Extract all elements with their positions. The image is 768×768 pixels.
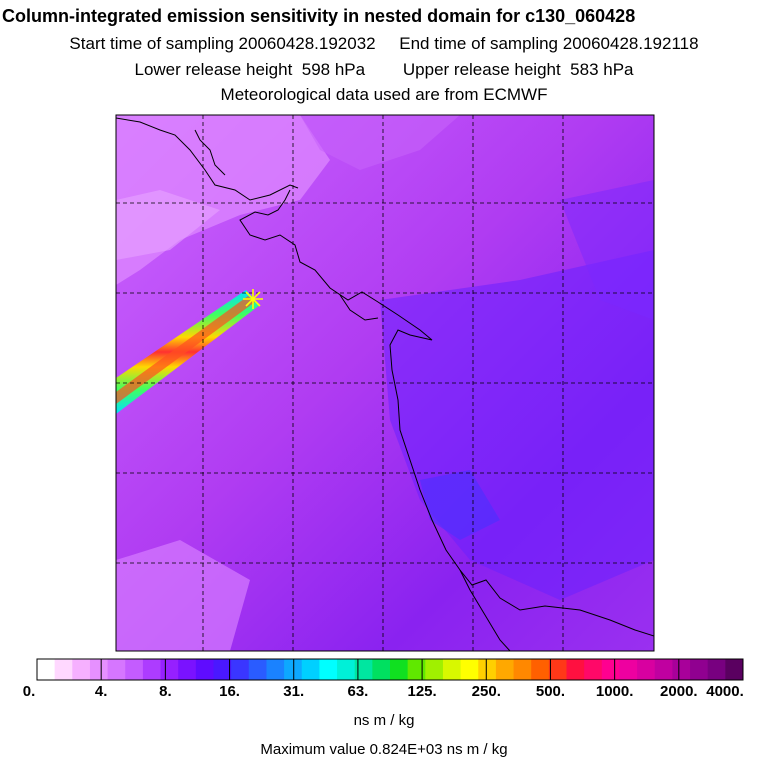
colorbar-unit: ns m / kg — [353, 712, 415, 729]
map-frame — [115, 114, 655, 652]
colorbar-tick-label: 4. — [94, 683, 108, 700]
colorbar-swatch — [284, 659, 303, 680]
map-title: Column-integrated emission sensitivity i… — [2, 6, 636, 26]
colorbar-swatch — [619, 659, 638, 680]
colorbar-swatch — [566, 659, 585, 680]
colorbar-swatch — [354, 659, 373, 680]
release-point-marker — [243, 289, 263, 309]
colorbar-swatch — [390, 659, 409, 680]
emission-plume-core — [116, 296, 255, 404]
dark-core-east — [420, 470, 500, 540]
colorbar-tick-label: 63. — [347, 683, 369, 700]
coastline-main — [239, 189, 654, 637]
colorbar-swatch — [54, 659, 73, 680]
colorbar-swatch — [637, 659, 656, 680]
colorbar-swatch — [195, 659, 214, 680]
dark-region-northeast — [560, 180, 654, 320]
colorbar-tick-label: 31. — [283, 683, 305, 700]
colorbar-swatch — [690, 659, 709, 680]
lower-height-label: Lower release height 598 hPa — [134, 60, 366, 79]
colorbar-frame — [36, 658, 744, 681]
colorbar-swatch — [460, 659, 479, 680]
colorbar-swatch — [442, 659, 462, 680]
colorbar-swatch — [37, 659, 56, 680]
colorbar-swatch — [707, 659, 726, 680]
colorbar-swatch — [372, 659, 391, 680]
colorbar-swatch — [584, 659, 603, 680]
colorbar-swatch — [672, 659, 691, 680]
colorbar-swatch — [160, 659, 179, 680]
colorbar-tick-label: 4000. — [706, 683, 744, 700]
colorbar-tick-label: 500. — [535, 683, 566, 700]
light-patch-southwest — [116, 540, 250, 651]
colorbar-tick-label: 16. — [219, 683, 240, 700]
colorbar-swatch — [125, 659, 144, 680]
sampling-times: Start time of sampling 20060428.192032 E… — [0, 34, 768, 54]
colorbar-swatch — [248, 659, 267, 680]
colorbar-tick-label: 0. — [22, 683, 36, 700]
colorbar-swatch — [231, 659, 250, 680]
colorbar-tick-label: 125. — [407, 683, 437, 700]
colorbar-swatch — [495, 659, 515, 680]
colorbar-swatch — [213, 659, 232, 680]
coastline-north-1 — [116, 117, 299, 201]
colorbar-swatch — [266, 659, 285, 680]
colorbar-tick-label: 2000. — [660, 683, 698, 700]
colorbar-swatch — [478, 659, 497, 680]
colorbar-swatch — [319, 659, 338, 680]
release-heights: Lower release height 598 hPa Upper relea… — [0, 60, 768, 80]
coastline-peninsula — [194, 129, 226, 176]
coastline-south — [459, 569, 511, 651]
colorbar-swatch — [601, 659, 620, 680]
met-data-label: Meteorological data used are from ECMWF — [220, 85, 548, 104]
colorbar-swatch — [301, 659, 320, 680]
colorbar-swatch — [337, 659, 356, 680]
colorbar-swatch — [107, 659, 126, 680]
coastline-gulf — [339, 294, 379, 321]
colorbar-tick-label: 8. — [159, 683, 172, 700]
maximum-value-label: Maximum value 0.824E+03 ns m / kg — [260, 741, 508, 758]
light-patch-coast — [116, 190, 220, 260]
colorbar-swatch — [531, 659, 550, 680]
colorbar-swatch — [89, 659, 109, 680]
start-time-label: Start time of sampling 20060428.192032 — [69, 34, 376, 53]
colorbar-swatch — [725, 659, 744, 680]
colorbar — [36, 659, 744, 680]
colorbar-swatch — [142, 659, 162, 680]
colorbar-swatch — [407, 659, 426, 680]
colorbar-tick-label: 1000. — [595, 683, 634, 700]
light-patch-north — [300, 115, 460, 170]
upper-height-label: Upper release height 583 hPa — [402, 60, 634, 79]
end-time-label: End time of sampling 20060428.192118 — [399, 34, 699, 53]
map-field — [116, 115, 654, 651]
colorbar-swatch — [654, 659, 673, 680]
colorbar-tick-label: 250. — [471, 683, 501, 700]
colorbar-swatch — [425, 659, 444, 680]
colorbar-swatch — [178, 659, 197, 680]
colorbar-swatch — [513, 659, 532, 680]
colorbar-swatch — [548, 659, 567, 680]
colorbar-swatch — [72, 659, 91, 680]
lat-lon-grid — [116, 115, 654, 651]
coastlines — [116, 117, 654, 651]
